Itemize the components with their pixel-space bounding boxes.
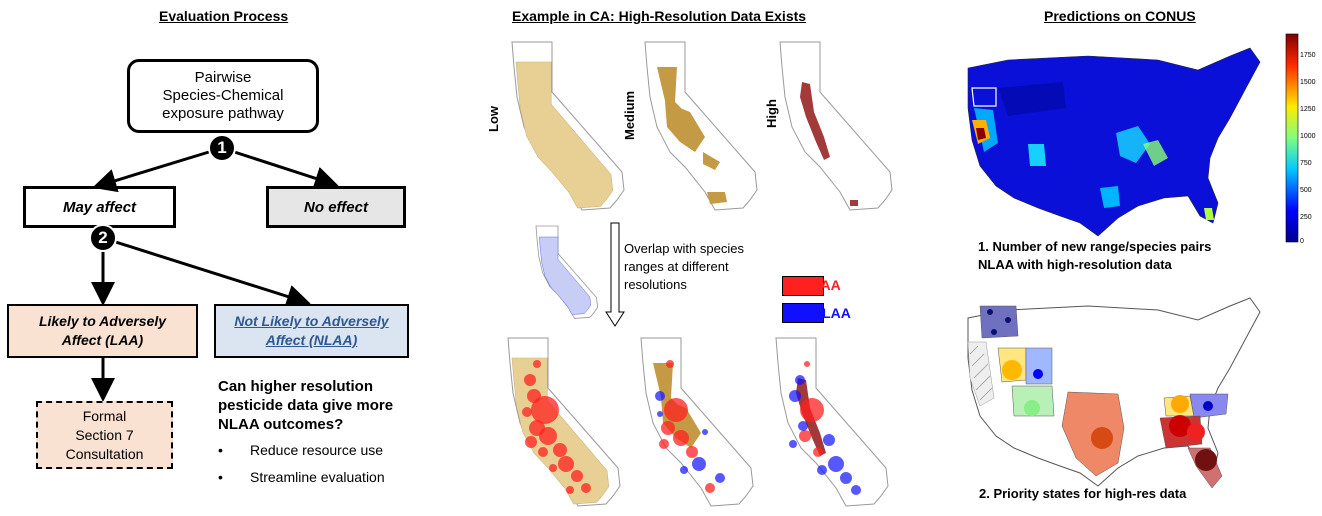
caption-1-line-1: 1. Number of new range/species pairs	[978, 239, 1212, 254]
down-arrow	[605, 222, 625, 327]
laa-line-1: Likely to Adversely	[38, 313, 167, 329]
legend-nlaa-label: NLAA	[812, 305, 851, 321]
question-text: Can higher resolution pesticide data giv…	[218, 377, 393, 434]
ca-map-high	[779, 41, 893, 211]
laa-box: Likely to Adversely Affect (LAA)	[7, 304, 198, 358]
flow-arrows	[91, 146, 339, 402]
colorbar	[1285, 33, 1299, 243]
colorbar-ticks: 1750 1500 1250 1000 750 500 250 0	[1300, 52, 1322, 252]
tick-1000: 1000	[1300, 133, 1316, 140]
left-panel-title: Evaluation Process	[159, 8, 289, 24]
step-2-badge: 2	[89, 224, 117, 252]
legend-laa-label: LAA	[812, 277, 841, 293]
bubbles-high-blue	[789, 375, 861, 495]
nlaa-box: Not Likely to Adversely Affect (NLAA)	[214, 304, 409, 358]
step-1-badge: 1	[208, 134, 236, 162]
bullet-1-dot: •	[218, 442, 223, 458]
tick-1500: 1500	[1300, 79, 1316, 86]
caption-2: 2. Priority states for high-res data	[979, 486, 1187, 501]
ca-map-medium	[644, 41, 758, 211]
no-effect-box: No effect	[266, 186, 406, 228]
legend-nlaa-swatch	[782, 303, 824, 323]
start-line-2: Species-Chemical	[162, 87, 284, 104]
overlap-line-2: ranges at different	[624, 259, 729, 274]
question-line-1: Can higher resolution	[218, 378, 374, 395]
tick-0: 0	[1300, 238, 1304, 245]
consult-line-3: Consultation	[65, 445, 144, 462]
bubbles-low	[522, 360, 591, 494]
bubbles-medium-blue	[655, 391, 725, 483]
conus-priority-map	[967, 297, 1261, 489]
overlap-text: Overlap with species ranges at different…	[624, 240, 744, 294]
conus-heatmap	[967, 47, 1261, 237]
nlaa-line-2: Affect (NLAA)	[265, 332, 358, 348]
bullet-1-text: Reduce resource use	[250, 442, 384, 458]
consult-line-1: Formal	[82, 407, 127, 424]
middle-panel-title: Example in CA: High-Resolution Data Exis…	[512, 8, 807, 24]
tick-250: 250	[1300, 214, 1312, 221]
bullet-2-dot: •	[218, 469, 223, 485]
right-panel-title: Predictions on CONUS	[1044, 8, 1196, 24]
laa-line-2: Affect (LAA)	[61, 332, 144, 348]
consultation-box: Formal Section 7 Consultation	[36, 401, 173, 469]
question-line-3: NLAA outcomes?	[218, 416, 344, 433]
nlaa-line-1: Not Likely to Adversely	[234, 313, 389, 329]
caption-1-line-2: NLAA with high-resolution data	[978, 257, 1172, 272]
bullet-2: • Streamline evaluation	[218, 469, 385, 485]
caption-1: 1. Number of new range/species pairs NLA…	[978, 238, 1211, 274]
start-box: Pairwise Species-Chemical exposure pathw…	[127, 59, 319, 133]
overlap-line-3: resolutions	[624, 277, 687, 292]
tick-1250: 1250	[1300, 106, 1316, 113]
tick-500: 500	[1300, 187, 1312, 194]
overlap-line-1: Overlap with species	[624, 241, 744, 256]
bullet-1: • Reduce resource use	[218, 442, 383, 458]
tick-1750: 1750	[1300, 52, 1316, 59]
question-line-2: pesticide data give more	[218, 397, 394, 414]
legend-laa-swatch	[782, 276, 824, 296]
bubbles-medium-red	[659, 360, 715, 493]
bubbles-high-red	[799, 361, 824, 457]
consult-line-2: Section 7	[75, 426, 134, 443]
start-line-3: exposure pathway	[162, 105, 284, 122]
tick-750: 750	[1300, 160, 1312, 167]
bullet-2-text: Streamline evaluation	[250, 469, 385, 485]
start-line-1: Pairwise	[194, 69, 252, 86]
